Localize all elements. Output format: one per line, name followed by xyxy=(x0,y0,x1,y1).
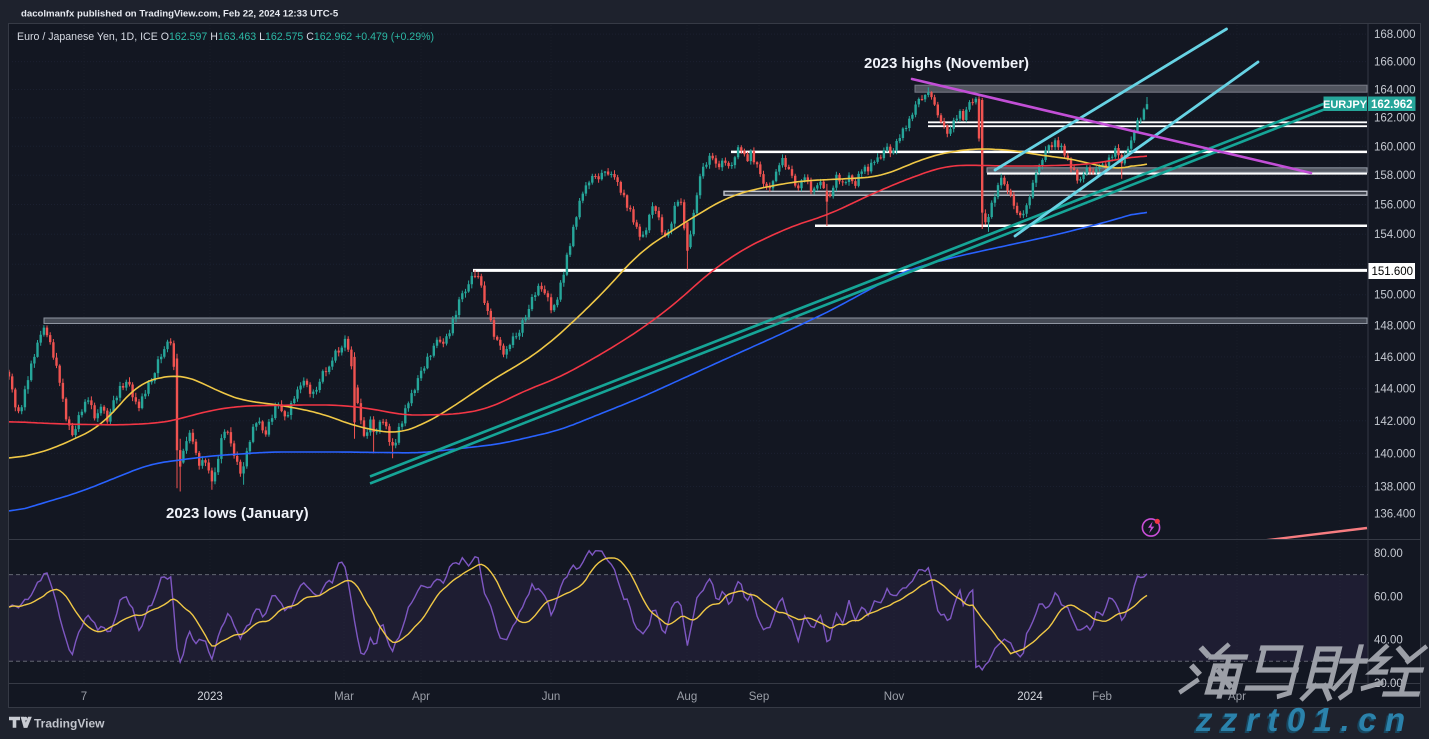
svg-text:156.000: 156.000 xyxy=(1374,200,1416,212)
svg-text:140.000: 140.000 xyxy=(1374,448,1416,460)
svg-text:144.000: 144.000 xyxy=(1374,384,1416,396)
svg-text:Jun: Jun xyxy=(542,691,561,703)
svg-text:162.962: 162.962 xyxy=(1371,99,1413,111)
svg-text:Apr: Apr xyxy=(412,691,430,703)
svg-text:158.000: 158.000 xyxy=(1374,170,1416,182)
svg-text:2023 lows (January): 2023 lows (January) xyxy=(166,505,309,522)
svg-text:60.00: 60.00 xyxy=(1374,591,1403,603)
svg-text:162.000: 162.000 xyxy=(1374,113,1416,125)
svg-text:136.400: 136.400 xyxy=(1374,508,1416,520)
svg-text:151.600: 151.600 xyxy=(1372,266,1414,278)
svg-text:40.00: 40.00 xyxy=(1374,635,1403,647)
svg-text:80.00: 80.00 xyxy=(1374,548,1403,560)
svg-text:7: 7 xyxy=(81,691,87,703)
svg-text:zzrt01.cn: zzrt01.cn xyxy=(1195,701,1414,738)
svg-text:166.000: 166.000 xyxy=(1374,57,1416,69)
svg-text:138.000: 138.000 xyxy=(1374,482,1416,494)
svg-text:EURJPY: EURJPY xyxy=(1323,99,1368,111)
svg-text:142.000: 142.000 xyxy=(1374,416,1416,428)
svg-text:Nov: Nov xyxy=(884,691,905,703)
svg-text:Aug: Aug xyxy=(677,691,697,703)
svg-text:Feb: Feb xyxy=(1092,691,1112,703)
svg-text:2023: 2023 xyxy=(197,691,223,703)
svg-text:2023 highs (November): 2023 highs (November) xyxy=(864,55,1029,72)
svg-text:160.000: 160.000 xyxy=(1374,141,1416,153)
svg-text:dacolmanfx published on Tradin: dacolmanfx published on TradingView.com,… xyxy=(21,9,339,20)
svg-text:164.000: 164.000 xyxy=(1374,85,1416,97)
svg-text:2024: 2024 xyxy=(1017,691,1043,703)
svg-text:TradingView: TradingView xyxy=(34,717,105,731)
svg-text:146.000: 146.000 xyxy=(1374,352,1416,364)
svg-text:Mar: Mar xyxy=(334,691,354,703)
svg-text:Sep: Sep xyxy=(749,691,769,703)
svg-text:168.000: 168.000 xyxy=(1374,29,1416,41)
svg-text:zzrt01.cn: zzrt01.cn xyxy=(1193,703,1412,739)
svg-text:148.000: 148.000 xyxy=(1374,321,1416,333)
svg-text:154.000: 154.000 xyxy=(1374,229,1416,241)
svg-text:Euro / Japanese Yen, 1D, ICE: Euro / Japanese Yen, 1D, ICE O162.597 H1… xyxy=(17,31,434,43)
svg-text:150.000: 150.000 xyxy=(1374,290,1416,302)
